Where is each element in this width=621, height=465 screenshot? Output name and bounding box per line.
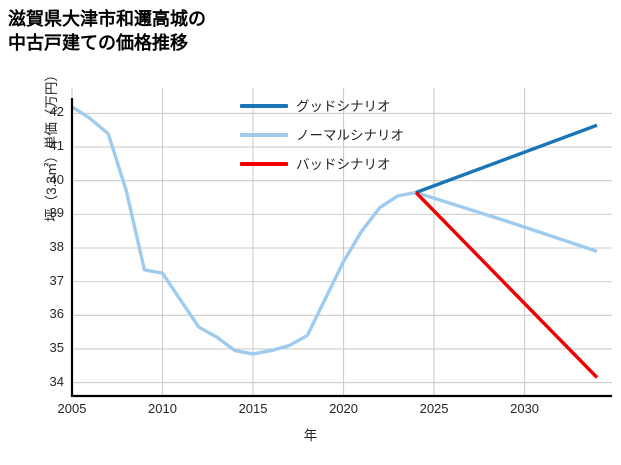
legend-swatch xyxy=(240,133,288,137)
series-lines xyxy=(71,105,599,379)
y-tick-label: 36 xyxy=(49,306,64,322)
x-tick-label: 2005 xyxy=(57,401,87,416)
y-tick-label: 38 xyxy=(49,239,64,254)
x-tick-label: 2025 xyxy=(419,401,449,416)
legend-label: ノーマルシナリオ xyxy=(296,128,404,143)
x-tick-label: 2010 xyxy=(148,401,177,416)
x-tick-label: 2020 xyxy=(329,401,358,416)
y-axis-label: 坪（3.3㎡）単価（万円） xyxy=(44,68,59,222)
legend-label: グッドシナリオ xyxy=(296,99,391,114)
y-tick-label: 42 xyxy=(49,104,64,120)
series-line xyxy=(414,191,599,379)
legend-label: バッドシナリオ xyxy=(296,157,391,172)
x-axis-label: 年 xyxy=(303,428,318,443)
y-tick-label: 40 xyxy=(49,171,64,187)
x-tick-label: 2015 xyxy=(238,401,268,416)
y-tick-label: 39 xyxy=(49,205,64,221)
y-tick-label: 37 xyxy=(49,272,64,288)
y-tick-label: 41 xyxy=(49,138,64,154)
legend-swatch xyxy=(240,104,288,108)
legend-swatch xyxy=(240,162,288,166)
y-tick-label: 35 xyxy=(49,339,64,355)
series-line xyxy=(415,123,598,195)
series-line xyxy=(71,105,598,356)
y-tick-label: 34 xyxy=(49,373,64,389)
x-tick-label: 2030 xyxy=(510,401,540,416)
chart-title: 滋賀県大津市和邇高城の 中古戸建ての価格推移 xyxy=(8,9,206,53)
